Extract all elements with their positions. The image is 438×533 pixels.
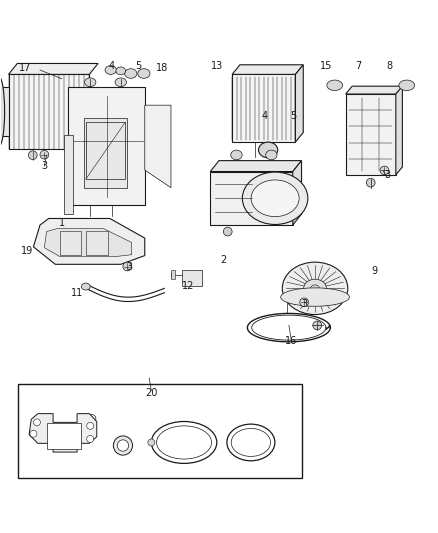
Ellipse shape <box>105 66 117 75</box>
Bar <box>46 423 81 449</box>
Ellipse shape <box>85 78 96 87</box>
Text: 8: 8 <box>386 61 392 71</box>
Bar <box>86 123 125 179</box>
Ellipse shape <box>311 285 319 292</box>
Text: 3: 3 <box>301 298 307 309</box>
Polygon shape <box>293 160 301 225</box>
Ellipse shape <box>87 435 94 442</box>
Ellipse shape <box>380 166 389 175</box>
Ellipse shape <box>87 415 96 423</box>
Polygon shape <box>295 65 303 142</box>
Text: 2: 2 <box>220 255 226 265</box>
Ellipse shape <box>115 78 127 87</box>
Ellipse shape <box>125 69 137 78</box>
Text: 17: 17 <box>18 63 31 73</box>
Text: 3: 3 <box>384 170 390 180</box>
Text: 1: 1 <box>59 218 65 228</box>
Bar <box>232 75 295 142</box>
FancyBboxPatch shape <box>28 400 106 439</box>
Bar <box>171 270 175 279</box>
Bar <box>346 94 396 175</box>
Text: 5: 5 <box>135 61 141 71</box>
Polygon shape <box>64 135 73 214</box>
Ellipse shape <box>117 440 129 451</box>
Ellipse shape <box>266 150 277 160</box>
Bar <box>18 384 302 478</box>
Ellipse shape <box>148 439 155 446</box>
Polygon shape <box>44 229 132 256</box>
Ellipse shape <box>87 422 94 430</box>
Ellipse shape <box>231 150 242 160</box>
Ellipse shape <box>138 69 150 78</box>
Ellipse shape <box>242 172 308 224</box>
Ellipse shape <box>327 80 343 91</box>
Text: 20: 20 <box>145 388 158 398</box>
Bar <box>60 231 81 255</box>
Polygon shape <box>9 63 98 75</box>
Polygon shape <box>232 65 303 75</box>
Polygon shape <box>346 86 403 94</box>
Ellipse shape <box>30 430 37 437</box>
Ellipse shape <box>123 262 132 271</box>
Text: 11: 11 <box>71 288 83 298</box>
Ellipse shape <box>283 262 348 314</box>
Text: 15: 15 <box>320 61 332 71</box>
Polygon shape <box>29 414 97 452</box>
Text: 5: 5 <box>290 111 297 121</box>
Ellipse shape <box>281 288 350 306</box>
Polygon shape <box>68 87 145 205</box>
Text: 9: 9 <box>371 266 377 276</box>
Text: 3: 3 <box>127 262 133 271</box>
Text: 16: 16 <box>285 336 297 346</box>
Ellipse shape <box>223 227 232 236</box>
Bar <box>86 231 108 255</box>
Text: 18: 18 <box>156 63 168 73</box>
Ellipse shape <box>40 150 49 159</box>
Text: 19: 19 <box>21 246 33 256</box>
Text: 4: 4 <box>109 61 115 71</box>
Polygon shape <box>33 219 145 264</box>
Ellipse shape <box>33 419 40 426</box>
Ellipse shape <box>300 298 308 306</box>
Ellipse shape <box>258 142 278 158</box>
Text: 3: 3 <box>41 161 47 171</box>
Text: 12: 12 <box>182 281 194 291</box>
Polygon shape <box>145 105 171 188</box>
Text: 7: 7 <box>356 61 362 71</box>
Ellipse shape <box>304 279 326 297</box>
Polygon shape <box>210 172 293 225</box>
Ellipse shape <box>0 77 5 147</box>
Ellipse shape <box>39 415 47 423</box>
Text: 4: 4 <box>262 111 268 121</box>
Ellipse shape <box>113 436 133 455</box>
Polygon shape <box>396 86 403 175</box>
Ellipse shape <box>116 67 126 75</box>
Ellipse shape <box>28 151 37 159</box>
Ellipse shape <box>366 179 375 187</box>
Bar <box>9 75 89 149</box>
Ellipse shape <box>399 80 415 91</box>
Polygon shape <box>210 160 301 172</box>
Ellipse shape <box>81 283 90 290</box>
Polygon shape <box>0 87 9 135</box>
Text: 13: 13 <box>211 61 223 71</box>
Ellipse shape <box>313 321 321 330</box>
Bar <box>182 270 201 286</box>
Bar <box>84 118 127 188</box>
Ellipse shape <box>251 180 299 216</box>
